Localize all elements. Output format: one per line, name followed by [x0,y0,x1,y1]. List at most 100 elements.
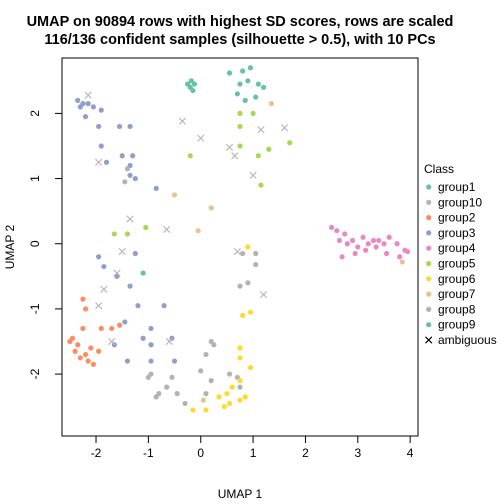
point-group3 [148,342,154,348]
x-axis: -2 -1 0 1 2 3 4 [91,435,414,460]
point-group4 [342,231,348,237]
y-tick-label: 2 [28,110,42,117]
legend-item-ambiguous: ambiguous [425,333,497,347]
chart-title-line-1: UMAP on 90894 rows with highest SD score… [27,14,454,30]
legend-item-group8: group8 [426,302,476,316]
point-group10 [208,378,214,384]
point-group1 [237,81,243,87]
point-ambiguous [178,117,187,125]
legend-item-group9: group9 [426,318,476,332]
point-group5 [143,224,149,231]
legend-label: group2 [438,211,476,225]
point-group6 [203,407,209,413]
y-tick-label: 0 [28,240,42,247]
legend-label: group5 [438,257,476,271]
point-ambiguous [233,247,241,256]
point-ambiguous [249,171,257,179]
legend-label: group8 [438,302,476,316]
point-group5 [258,182,264,188]
point-group3 [119,153,125,159]
point-group3 [127,172,133,178]
point-group3 [153,185,159,191]
point-group2 [67,338,73,345]
point-group10 [198,368,204,374]
point-group6 [237,345,243,351]
point-group1 [255,81,261,87]
legend-marker [426,215,432,221]
legend-marker [426,260,432,267]
point-ambiguous [95,302,103,310]
legend-label: group1 [438,180,476,194]
point-group4 [381,241,387,247]
point-group2 [75,342,81,348]
legend-label: group7 [438,287,476,301]
point-group4 [373,244,379,250]
point-group3 [135,303,141,309]
legend-marker [426,199,432,205]
point-group1 [242,97,248,103]
point-group5 [266,146,272,152]
chart-title-line-2: 116/136 confident samples (silhouette > … [44,32,435,48]
point-group2 [72,348,78,354]
legend-item-group3: group3 [426,226,476,240]
point-group7 [200,397,206,403]
point-group5 [187,153,193,159]
legend-item-group2: group2 [426,211,476,225]
point-group2 [82,351,89,358]
legend-marker [426,306,432,312]
legend-item-group6: group6 [426,272,476,286]
point-group1 [240,68,246,74]
legend-item-group5: group5 [426,257,476,271]
point-group10 [237,384,243,390]
point-group3 [127,123,133,130]
point-group1 [188,78,194,84]
x-tick-label: 0 [197,446,204,460]
point-group2 [80,325,86,332]
point-group1 [226,70,233,76]
point-group6 [237,397,243,403]
point-group10 [226,371,233,377]
x-tick-label: 1 [250,446,257,460]
legend-label: ambiguous [438,333,497,347]
point-group6 [237,355,243,361]
point-group10 [164,384,170,390]
point-group10 [182,400,188,407]
point-group3 [80,101,86,107]
point-group8 [122,179,128,185]
point-group4 [349,237,356,244]
point-group6 [190,407,196,413]
point-group4 [336,237,343,244]
point-group6 [221,404,227,410]
point-group7 [195,228,201,234]
point-group6 [216,394,222,400]
y-axis: -2 -1 0 1 2 [28,110,63,379]
point-group4 [360,234,366,240]
point-group10 [211,342,217,348]
point-group3 [132,250,138,257]
point-group3 [82,114,89,120]
point-group10 [253,261,259,268]
y-tick-label: -1 [28,303,42,314]
point-group2 [116,322,123,328]
point-group4 [386,234,392,240]
point-ambiguous [163,225,171,233]
point-group4 [394,241,400,247]
point-group4 [397,254,403,260]
point-group3 [130,153,136,159]
point-group2 [85,358,91,364]
point-group7 [208,205,214,211]
legend-marker [426,322,432,328]
point-ambiguous [108,337,116,346]
point-group3 [127,283,133,289]
legend-label: group3 [438,226,476,240]
x-axis-label: UMAP 1 [218,487,263,501]
x-tick-label: 2 [302,446,309,460]
point-group5 [250,110,256,116]
point-group3 [75,97,81,103]
point-group6 [226,400,233,407]
point-group5 [287,140,293,146]
point-group10 [145,374,151,380]
y-axis-label: UMAP 2 [3,224,17,269]
point-group3 [161,303,167,309]
